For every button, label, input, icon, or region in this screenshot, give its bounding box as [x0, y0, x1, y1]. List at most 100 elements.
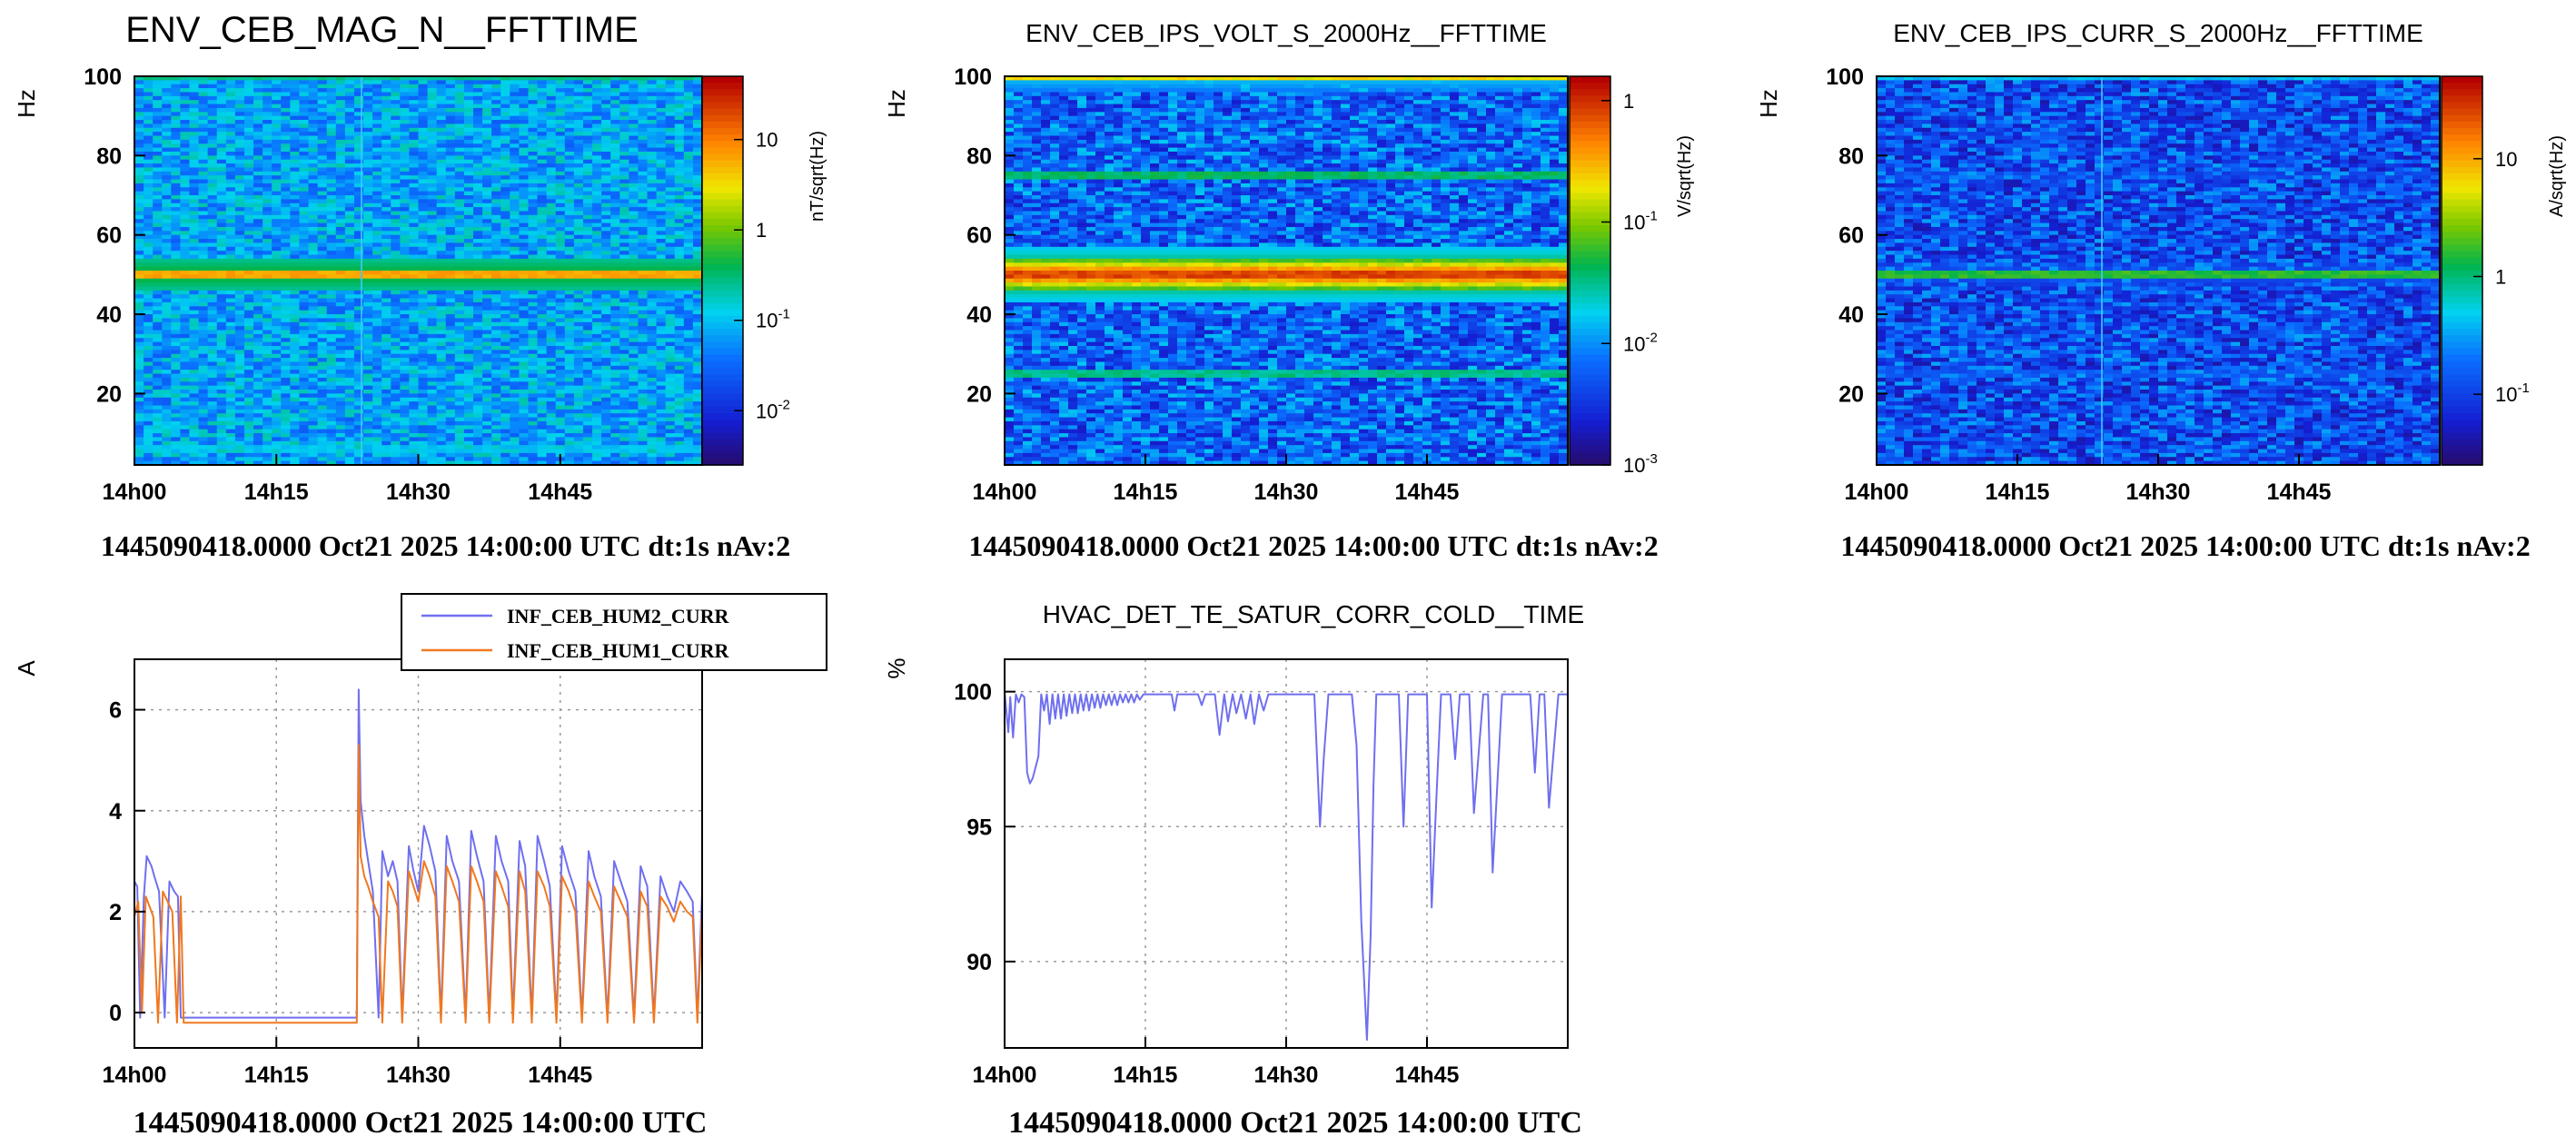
spectrogram-cell — [281, 310, 291, 315]
spectrogram-cell — [683, 301, 694, 307]
spectrogram-cell — [243, 314, 254, 320]
spectrogram-cell — [171, 231, 181, 236]
spectrogram-cell — [610, 298, 620, 303]
spectrogram-cell — [546, 330, 557, 335]
spectrogram-cell — [171, 120, 181, 125]
spectrogram-cell — [472, 385, 483, 390]
spectrogram-cell — [189, 242, 200, 248]
spectrogram-cell — [272, 310, 282, 315]
spectrogram-cell — [692, 167, 703, 173]
spectrogram-cell — [409, 258, 420, 263]
spectrogram-cell — [180, 373, 191, 379]
spectrogram-cell — [243, 290, 254, 295]
spectrogram-cell — [272, 80, 282, 85]
spectrogram-cell — [546, 211, 557, 216]
spectrogram-cell — [436, 147, 447, 153]
spectrogram-cell — [500, 123, 510, 129]
spectrogram-cell — [619, 262, 629, 268]
spectrogram-cell — [601, 147, 611, 153]
spectrogram-cell — [573, 377, 584, 382]
spectrogram-cell — [263, 112, 272, 117]
spectrogram-cell — [674, 350, 685, 355]
spectrogram-cell — [272, 159, 282, 164]
spectrogram-cell — [427, 290, 438, 295]
spectrogram-cell — [189, 234, 200, 240]
spectrogram-cell — [601, 266, 611, 272]
spectrogram-cell — [153, 159, 163, 164]
spectrogram-cell — [573, 92, 584, 97]
spectrogram-cell — [189, 203, 200, 208]
spectrogram-cell — [144, 151, 154, 156]
spectrogram-cell — [281, 203, 291, 208]
spectrogram-cell — [519, 95, 530, 101]
spectrogram-cell — [326, 179, 337, 184]
spectrogram-cell — [647, 151, 658, 156]
spectrogram-cell — [400, 195, 411, 200]
spectrogram-cell — [326, 92, 337, 97]
spectrogram-cell — [162, 254, 172, 260]
spectrogram-cell — [482, 135, 492, 141]
spectrogram-cell — [198, 381, 209, 387]
spectrogram-cell — [472, 314, 483, 320]
spectrogram-cell — [363, 242, 373, 248]
spectrogram-cell — [381, 80, 391, 85]
spectrogram-cell — [454, 84, 465, 89]
spectrogram-cell — [472, 266, 483, 272]
spectrogram-cell — [482, 76, 492, 81]
spectrogram-cell — [683, 84, 694, 89]
spectrogram-cell — [363, 326, 373, 331]
spectrogram-cell — [537, 381, 548, 387]
spectrogram-cell — [647, 330, 658, 335]
spectrogram-cell — [335, 266, 346, 272]
spectrogram-cell — [436, 251, 447, 256]
spectrogram-cell — [564, 341, 575, 347]
spectrogram-cell — [207, 183, 218, 188]
spectrogram-cell — [692, 390, 703, 394]
spectrogram-cell — [638, 278, 649, 283]
spectrogram-cell — [189, 318, 200, 323]
spectrogram-cell — [290, 361, 301, 367]
spectrogram-cell — [546, 147, 557, 153]
spectrogram-cell — [683, 298, 694, 303]
spectrogram-cell — [344, 286, 355, 291]
spectrogram-cell — [281, 143, 291, 149]
spectrogram-cell — [243, 358, 254, 363]
spectrogram-cell — [528, 246, 539, 252]
spectrogram-cell — [656, 341, 667, 347]
spectrogram-cell — [335, 199, 346, 204]
spectrogram-cell — [400, 282, 411, 288]
spectrogram-cell — [445, 294, 456, 300]
spectrogram-cell — [144, 377, 154, 382]
spectrogram-cell — [592, 239, 602, 244]
spectrogram-cell — [234, 306, 245, 311]
spectrogram-cell — [500, 333, 510, 339]
spectrogram-cell — [207, 88, 218, 94]
spectrogram-cell — [409, 219, 420, 224]
spectrogram-cell — [189, 195, 200, 200]
spectrogram-cell — [582, 135, 593, 141]
spectrogram-cell — [629, 365, 639, 370]
spectrogram-cell — [445, 246, 456, 252]
spectrogram-cell — [482, 345, 492, 351]
spectrogram-cell — [454, 274, 465, 280]
spectrogram-cell — [162, 222, 172, 228]
spectrogram-cell — [555, 333, 566, 339]
spectrogram-cell — [381, 301, 391, 307]
spectrogram-cell — [638, 246, 649, 252]
spectrogram-cell — [546, 377, 557, 382]
spectrogram-cell — [263, 226, 272, 232]
spectrogram-cell — [528, 266, 539, 272]
spectrogram-cell — [573, 155, 584, 161]
spectrogram-cell — [510, 390, 520, 394]
spectrogram-cell — [326, 278, 337, 283]
spectrogram-cell — [326, 361, 337, 367]
spectrogram-cell — [253, 282, 263, 288]
spectrogram-cell — [619, 282, 629, 288]
spectrogram-cell — [638, 195, 649, 200]
spectrogram-cell — [418, 88, 429, 94]
spectrogram-cell — [472, 361, 483, 367]
spectrogram-cell — [519, 350, 530, 355]
spectrogram-cell — [162, 321, 172, 327]
spectrogram-cell — [363, 338, 373, 343]
spectrogram-cell — [391, 234, 401, 240]
